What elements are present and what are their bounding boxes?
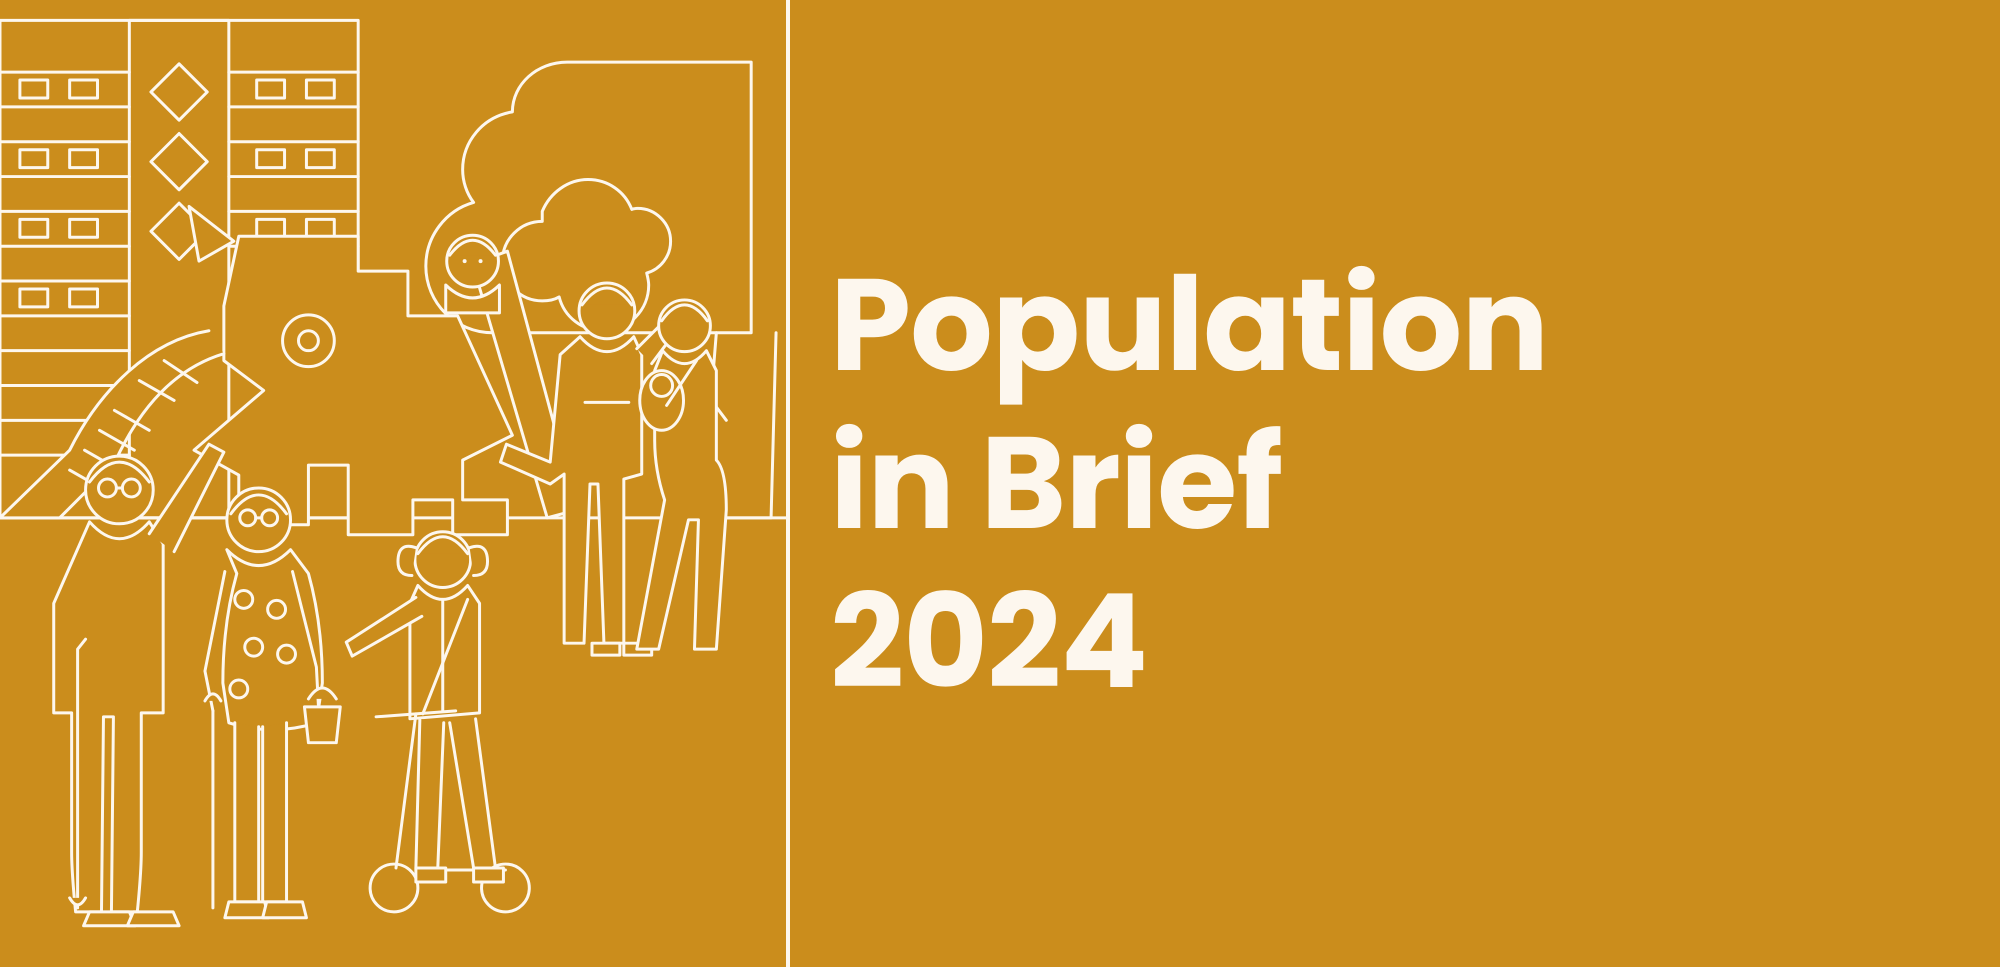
cover-title: Population in Brief 2024 <box>830 246 1548 722</box>
couple-with-baby-icon <box>500 283 726 655</box>
cover-illustration <box>0 0 790 967</box>
cover-page: Population in Brief 2024 <box>0 0 2000 967</box>
title-panel: Population in Brief 2024 <box>790 0 2000 967</box>
community-line-art <box>0 0 786 967</box>
child-peeking-icon <box>446 235 500 313</box>
girl-on-scooter-icon <box>346 532 529 912</box>
elderly-woman-icon <box>205 488 340 918</box>
